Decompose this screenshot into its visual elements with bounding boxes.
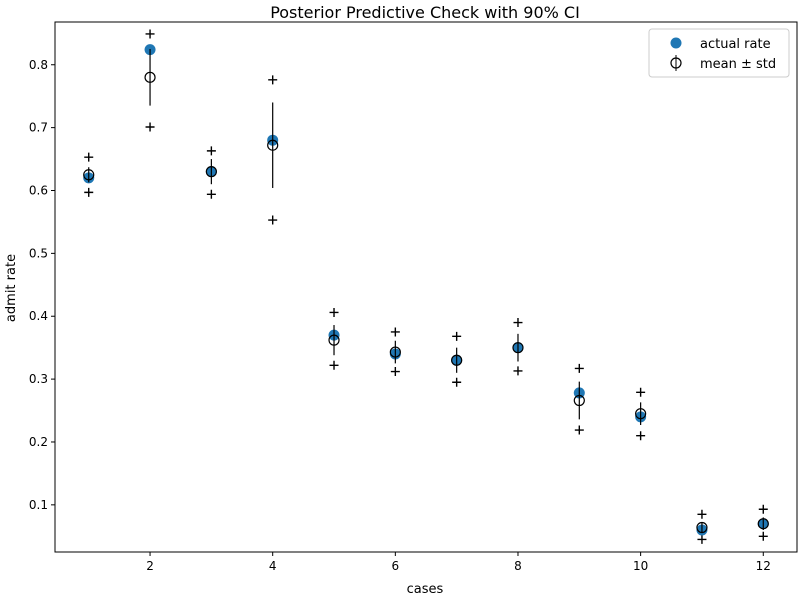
mean-point <box>757 518 769 530</box>
plot-marks <box>83 29 769 544</box>
y-tick-label: 0.3 <box>29 372 48 386</box>
ci-bound-marker <box>574 363 584 373</box>
ci-bound-marker <box>513 318 523 328</box>
x-axis-label: cases <box>407 582 444 597</box>
mean-point <box>696 521 708 534</box>
x-tick-label: 12 <box>756 559 771 573</box>
ci-bound-marker <box>636 431 646 441</box>
ci-bound-marker <box>206 189 216 199</box>
y-tick-label: 0.7 <box>29 121 48 135</box>
ci-bound-marker <box>452 331 462 341</box>
mean-point <box>512 342 524 354</box>
legend-mean-marker <box>670 57 682 69</box>
ci-bound-marker <box>758 531 768 541</box>
y-tick-label: 0.4 <box>29 309 48 323</box>
y-ticks: 0.1 0.2 0.3 0.4 0.5 0.6 0.7 0.8 <box>29 58 55 512</box>
legend: actual rate mean ± std <box>648 28 790 78</box>
y-tick-label: 0.6 <box>29 183 48 197</box>
ci-bound-marker <box>145 122 155 132</box>
y-axis-label: admit rate <box>4 254 19 322</box>
ci-bound-marker <box>636 387 646 397</box>
ci-bound-marker <box>574 425 584 435</box>
mean-point <box>144 71 156 83</box>
ci-bound-marker <box>206 146 216 156</box>
x-tick-label: 4 <box>269 559 277 573</box>
mean-point <box>635 408 647 420</box>
mean-point <box>83 169 95 181</box>
y-tick-label: 0.5 <box>29 246 48 260</box>
mean-point <box>205 166 217 178</box>
y-tick-label: 0.8 <box>29 58 48 72</box>
y-tick-label: 0.1 <box>29 498 48 512</box>
ci-bound-marker <box>390 367 400 377</box>
mean-point <box>573 394 585 407</box>
mean-point <box>328 334 340 346</box>
x-tick-label: 6 <box>392 559 400 573</box>
ci-bound-marker <box>758 504 768 514</box>
ci-bound-marker <box>268 215 278 225</box>
legend-actual-label: actual rate <box>700 37 771 52</box>
x-tick-label: 8 <box>514 559 522 573</box>
x-tick-label: 2 <box>146 559 154 573</box>
plot-frame <box>54 21 798 553</box>
ci-bound-marker <box>329 307 339 317</box>
legend-actual-marker <box>670 37 682 49</box>
ci-bound-marker <box>84 152 94 162</box>
ci-bound-marker <box>329 360 339 370</box>
x-tick-label: 10 <box>633 559 648 573</box>
ci-bound-marker <box>84 187 94 197</box>
ci-bound-marker <box>145 29 155 39</box>
mean-point <box>389 346 401 358</box>
ci-bound-marker <box>268 75 278 85</box>
ci-bound-marker <box>697 534 707 544</box>
chart-title: Posterior Predictive Check with 90% CI <box>270 3 580 22</box>
x-ticks: 2 4 6 8 10 12 <box>146 552 771 573</box>
ci-bound-marker <box>513 366 523 376</box>
mean-point <box>451 354 463 366</box>
y-tick-label: 0.2 <box>29 435 48 449</box>
ci-bound-marker <box>697 509 707 519</box>
legend-box <box>648 28 790 78</box>
ci-bound-marker <box>390 327 400 337</box>
ci-bound-marker <box>452 377 462 387</box>
legend-mean-label: mean ± std <box>700 57 776 72</box>
mean-point <box>267 139 279 151</box>
